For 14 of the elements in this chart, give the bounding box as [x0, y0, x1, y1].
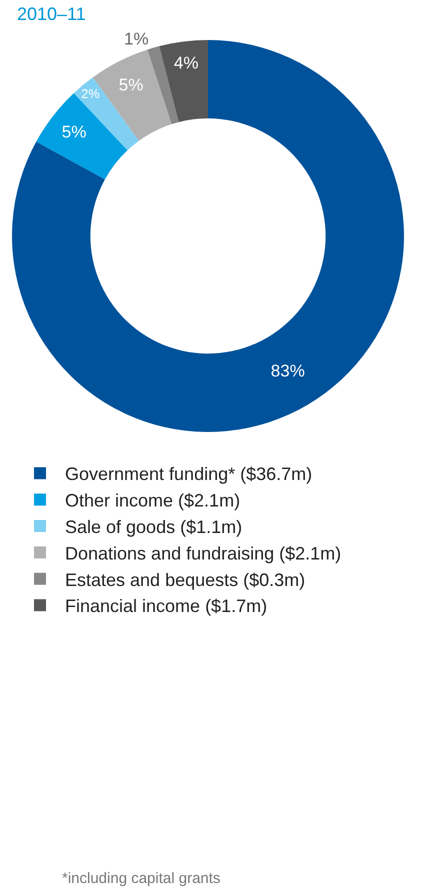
data-label: 2% [81, 87, 100, 101]
data-label: 1% [124, 30, 149, 49]
data-label: 5% [62, 122, 86, 142]
legend-label: Donations and fundraising ($2.1m) [65, 543, 342, 564]
legend-label: Financial income ($1.7m) [65, 596, 268, 616]
data-label: 5% [118, 75, 144, 94]
chart-title: 2010–11 [17, 4, 86, 24]
data-label: 83% [270, 361, 305, 380]
legend-label: Sale of goods ($1.1m) [65, 517, 242, 538]
data-label: 4% [174, 54, 198, 73]
legend-label: Other income ($2.1m) [65, 490, 240, 511]
legend-label: Government funding* ($36.7m) [65, 464, 312, 484]
legend-label: Estates and bequests ($0.3m) [65, 570, 306, 590]
text: *including capital grants [62, 870, 220, 887]
